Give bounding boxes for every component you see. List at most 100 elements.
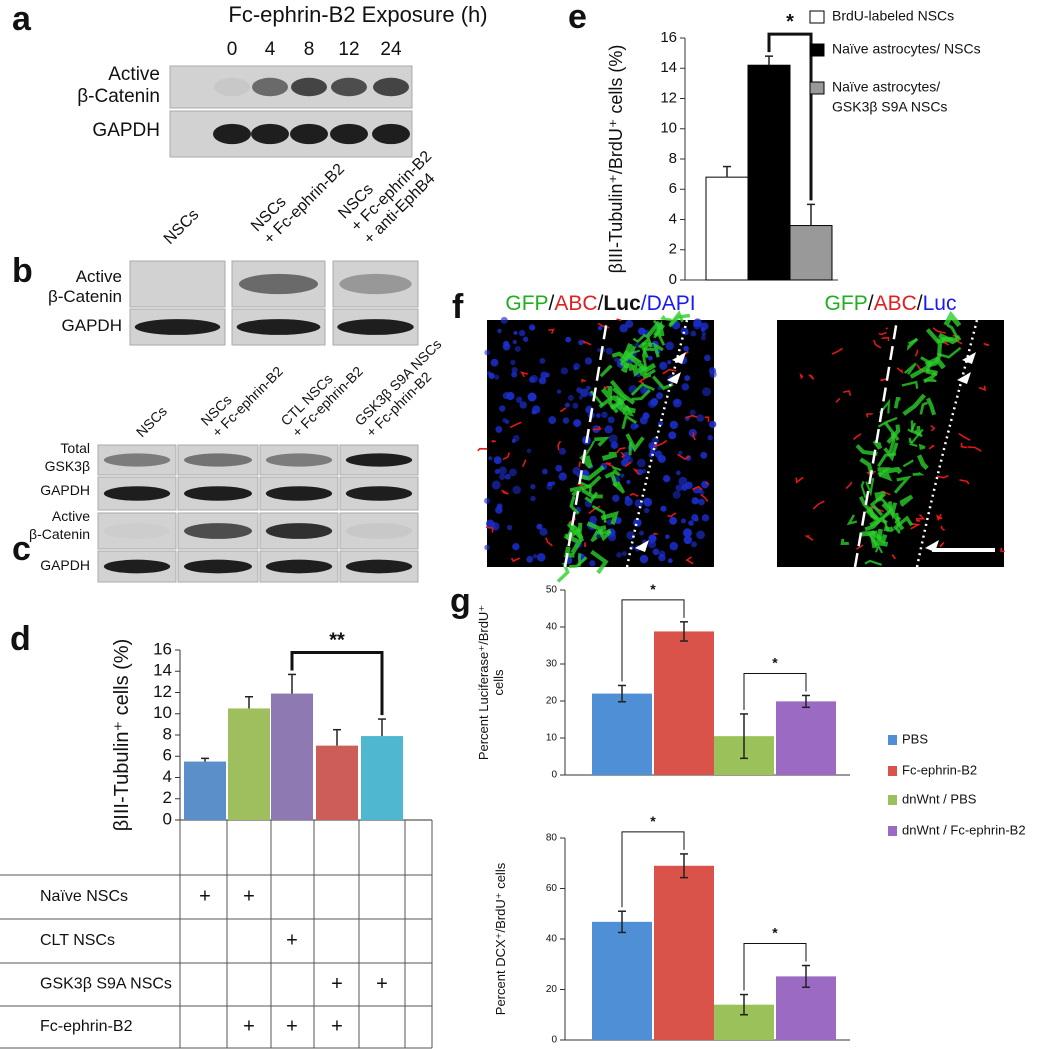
- nucleus: [542, 468, 548, 475]
- nucleus: [526, 555, 534, 563]
- abc-signal: [588, 505, 601, 515]
- nucleus: [585, 385, 591, 391]
- significance-bracket: [290, 650, 384, 716]
- boundary: [625, 319, 689, 568]
- gfp-signal: [641, 347, 655, 359]
- blot-band: [134, 319, 221, 335]
- image-label: GFP/ABC/Luc: [825, 292, 957, 315]
- nucleus: [691, 497, 699, 505]
- nucleus: [680, 518, 686, 524]
- gfp-signal: [893, 396, 901, 409]
- blot-band: [339, 273, 412, 295]
- abc-signal: [808, 374, 815, 380]
- panel-label: g: [450, 582, 471, 620]
- nucleus: [504, 419, 510, 424]
- label-part: Luc: [923, 292, 957, 315]
- nucleus: [659, 361, 668, 370]
- gfp-signal: [621, 413, 638, 430]
- y-tick-label: 30: [546, 659, 558, 670]
- legend-label: Fc-ephrin-B2: [902, 762, 977, 777]
- nucleus: [589, 560, 596, 567]
- nucleus: [523, 336, 529, 342]
- nucleus: [696, 530, 705, 540]
- nucleus: [565, 336, 572, 343]
- nucleus: [558, 472, 567, 481]
- bar: [789, 225, 833, 281]
- bar: [654, 631, 714, 775]
- blot-band: [213, 123, 251, 145]
- y-axis-label: Percent Luciferase⁺/BrdU⁺: [476, 605, 491, 760]
- nucleus: [560, 367, 568, 375]
- abc-signal: [812, 500, 825, 510]
- abc-signal: [629, 492, 639, 497]
- abc-signal: [928, 444, 935, 450]
- abc-signal: [692, 432, 696, 441]
- bar: [705, 176, 749, 281]
- gfp-signal: [600, 385, 613, 404]
- gfp-signal: [597, 528, 612, 535]
- gfp-signal: [609, 379, 636, 405]
- gfp-signal: [899, 494, 914, 507]
- nucleus: [612, 494, 620, 502]
- gfp-signal: [601, 452, 618, 461]
- nucleus: [693, 320, 702, 330]
- y-tick-label: 16: [660, 29, 677, 46]
- gfp-signal: [566, 521, 584, 540]
- abc-signal: [477, 447, 488, 452]
- abc-signal: [937, 513, 943, 521]
- abc-signal: [605, 462, 614, 468]
- abc-signal: [692, 485, 703, 491]
- blot: [332, 260, 419, 308]
- blot-band: [104, 523, 170, 539]
- gfp-signal: [590, 549, 609, 575]
- nucleus: [564, 402, 570, 408]
- table-cell: +: [243, 1015, 255, 1037]
- nucleus: [608, 434, 618, 444]
- gfp-signal: [652, 342, 664, 358]
- row-label: GAPDH: [40, 482, 90, 498]
- abc-signal: [584, 542, 587, 548]
- significance-label: *: [772, 654, 778, 670]
- gfp-signal: [894, 516, 905, 531]
- y-tick-label: 6: [163, 746, 172, 765]
- gfp-signal: [581, 488, 603, 499]
- table-cell: +: [331, 1015, 343, 1037]
- y-tick-label: 20: [546, 696, 558, 707]
- nucleus: [530, 495, 536, 502]
- gfp-signal: [616, 396, 636, 414]
- nucleus: [504, 473, 511, 480]
- legend-swatch: [809, 43, 825, 57]
- gfp-signal: [622, 405, 635, 417]
- gfp-signal: [865, 477, 875, 497]
- gfp-signal: [903, 362, 917, 375]
- y-tick-label: 2: [163, 788, 172, 807]
- gfp-signal: [612, 468, 621, 477]
- legend-swatch: [888, 735, 897, 745]
- blot-band: [184, 453, 252, 467]
- y-tick-label: 80: [546, 833, 558, 844]
- nucleus: [556, 389, 562, 394]
- gfp-signal: [907, 422, 917, 433]
- abc-signal: [856, 544, 864, 550]
- gfp-signal: [591, 504, 607, 523]
- significance-label: *: [650, 581, 656, 597]
- gfp-signal: [594, 436, 610, 447]
- abc-signal: [667, 512, 677, 518]
- blot-band: [345, 453, 413, 467]
- abc-signal: [685, 556, 694, 565]
- nucleus: [626, 457, 634, 464]
- nucleus: [511, 367, 518, 374]
- y-axis-label: Percent DCX⁺/BrdU⁺ cells: [493, 862, 508, 1015]
- nucleus: [683, 535, 693, 545]
- nucleus: [665, 341, 674, 351]
- nucleus: [513, 330, 518, 335]
- nucleus: [491, 522, 500, 531]
- blot-band: [184, 486, 252, 501]
- legend-label: PBS: [902, 731, 928, 746]
- image-label: GFP/ABC/Luc/DAPI: [505, 292, 695, 315]
- abc-signal: [930, 424, 936, 432]
- nucleus: [512, 542, 520, 551]
- gfp-signal: [642, 369, 656, 379]
- blot-band: [265, 453, 333, 467]
- nucleus: [625, 319, 634, 328]
